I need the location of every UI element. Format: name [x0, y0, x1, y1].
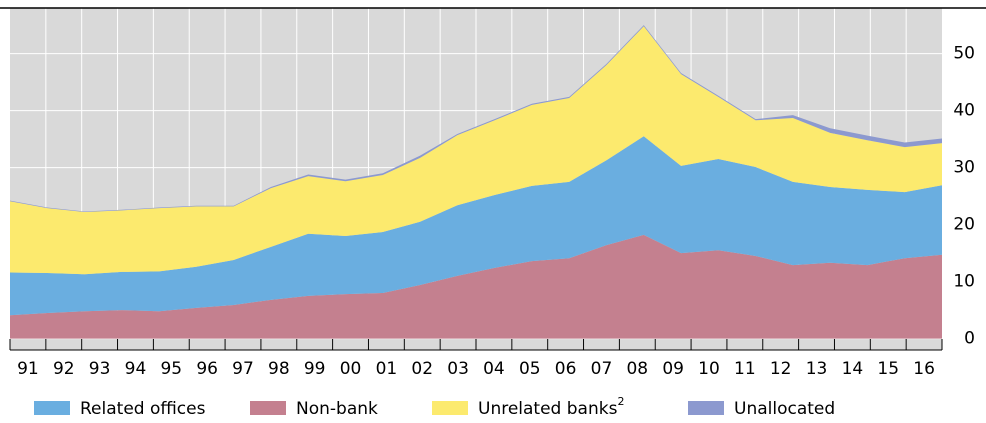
x-tick-label: 08	[626, 359, 648, 379]
y-tick-label: 20	[953, 215, 975, 235]
x-tick-label: 12	[770, 359, 792, 379]
legend-swatch	[34, 401, 70, 415]
area	[10, 136, 942, 316]
x-tick-label: 99	[304, 359, 326, 379]
x-tick-label: 09	[662, 359, 684, 379]
y-tick-label: 40	[953, 101, 975, 121]
x-tick-label: 96	[196, 359, 218, 379]
x-tick-label: 92	[53, 359, 75, 379]
x-tick-label: 11	[734, 359, 756, 379]
x-tick-label: 00	[340, 359, 362, 379]
legend-footnote: 2	[617, 395, 624, 408]
x-tick-label: 94	[125, 359, 147, 379]
y-tick-label: 30	[953, 158, 975, 178]
x-tick-label: 98	[268, 359, 290, 379]
x-tick-label: 13	[806, 359, 828, 379]
legend-swatch	[688, 401, 724, 415]
legend-swatch	[250, 401, 286, 415]
x-tick-label: 95	[160, 359, 182, 379]
x-tick-label: 06	[555, 359, 577, 379]
legend-text: Unrelated banks	[478, 399, 618, 419]
legend-label: Non-bank	[296, 399, 378, 419]
x-tick-label: 07	[591, 359, 613, 379]
x-tick-label: 91	[17, 359, 39, 379]
x-tick-label: 97	[232, 359, 254, 379]
x-tick-label: 10	[698, 359, 720, 379]
x-tick-label: 03	[447, 359, 469, 379]
x-tick-label: 04	[483, 359, 505, 379]
y-tick-label: 0	[964, 329, 975, 349]
x-tick-label: 05	[519, 359, 541, 379]
legend-text: Related offices	[80, 399, 206, 419]
x-tick-label: 02	[411, 359, 433, 379]
legend-label: Unrelated banks2	[478, 395, 624, 419]
legend-text: Unallocated	[734, 399, 835, 419]
x-tick-label: 16	[913, 359, 935, 379]
x-tick-label: 93	[89, 359, 111, 379]
x-tick-label: 15	[877, 359, 899, 379]
legend-label: Unallocated	[734, 399, 835, 419]
y-tick-label: 10	[953, 272, 975, 292]
area	[10, 234, 942, 339]
legend-text: Non-bank	[296, 399, 378, 419]
x-tick-label: 01	[376, 359, 398, 379]
legend-swatch	[432, 401, 468, 415]
y-tick-label: 50	[953, 44, 975, 64]
x-tick-label: 14	[842, 359, 864, 379]
legend-label: Related offices	[80, 399, 206, 419]
area	[10, 26, 942, 275]
